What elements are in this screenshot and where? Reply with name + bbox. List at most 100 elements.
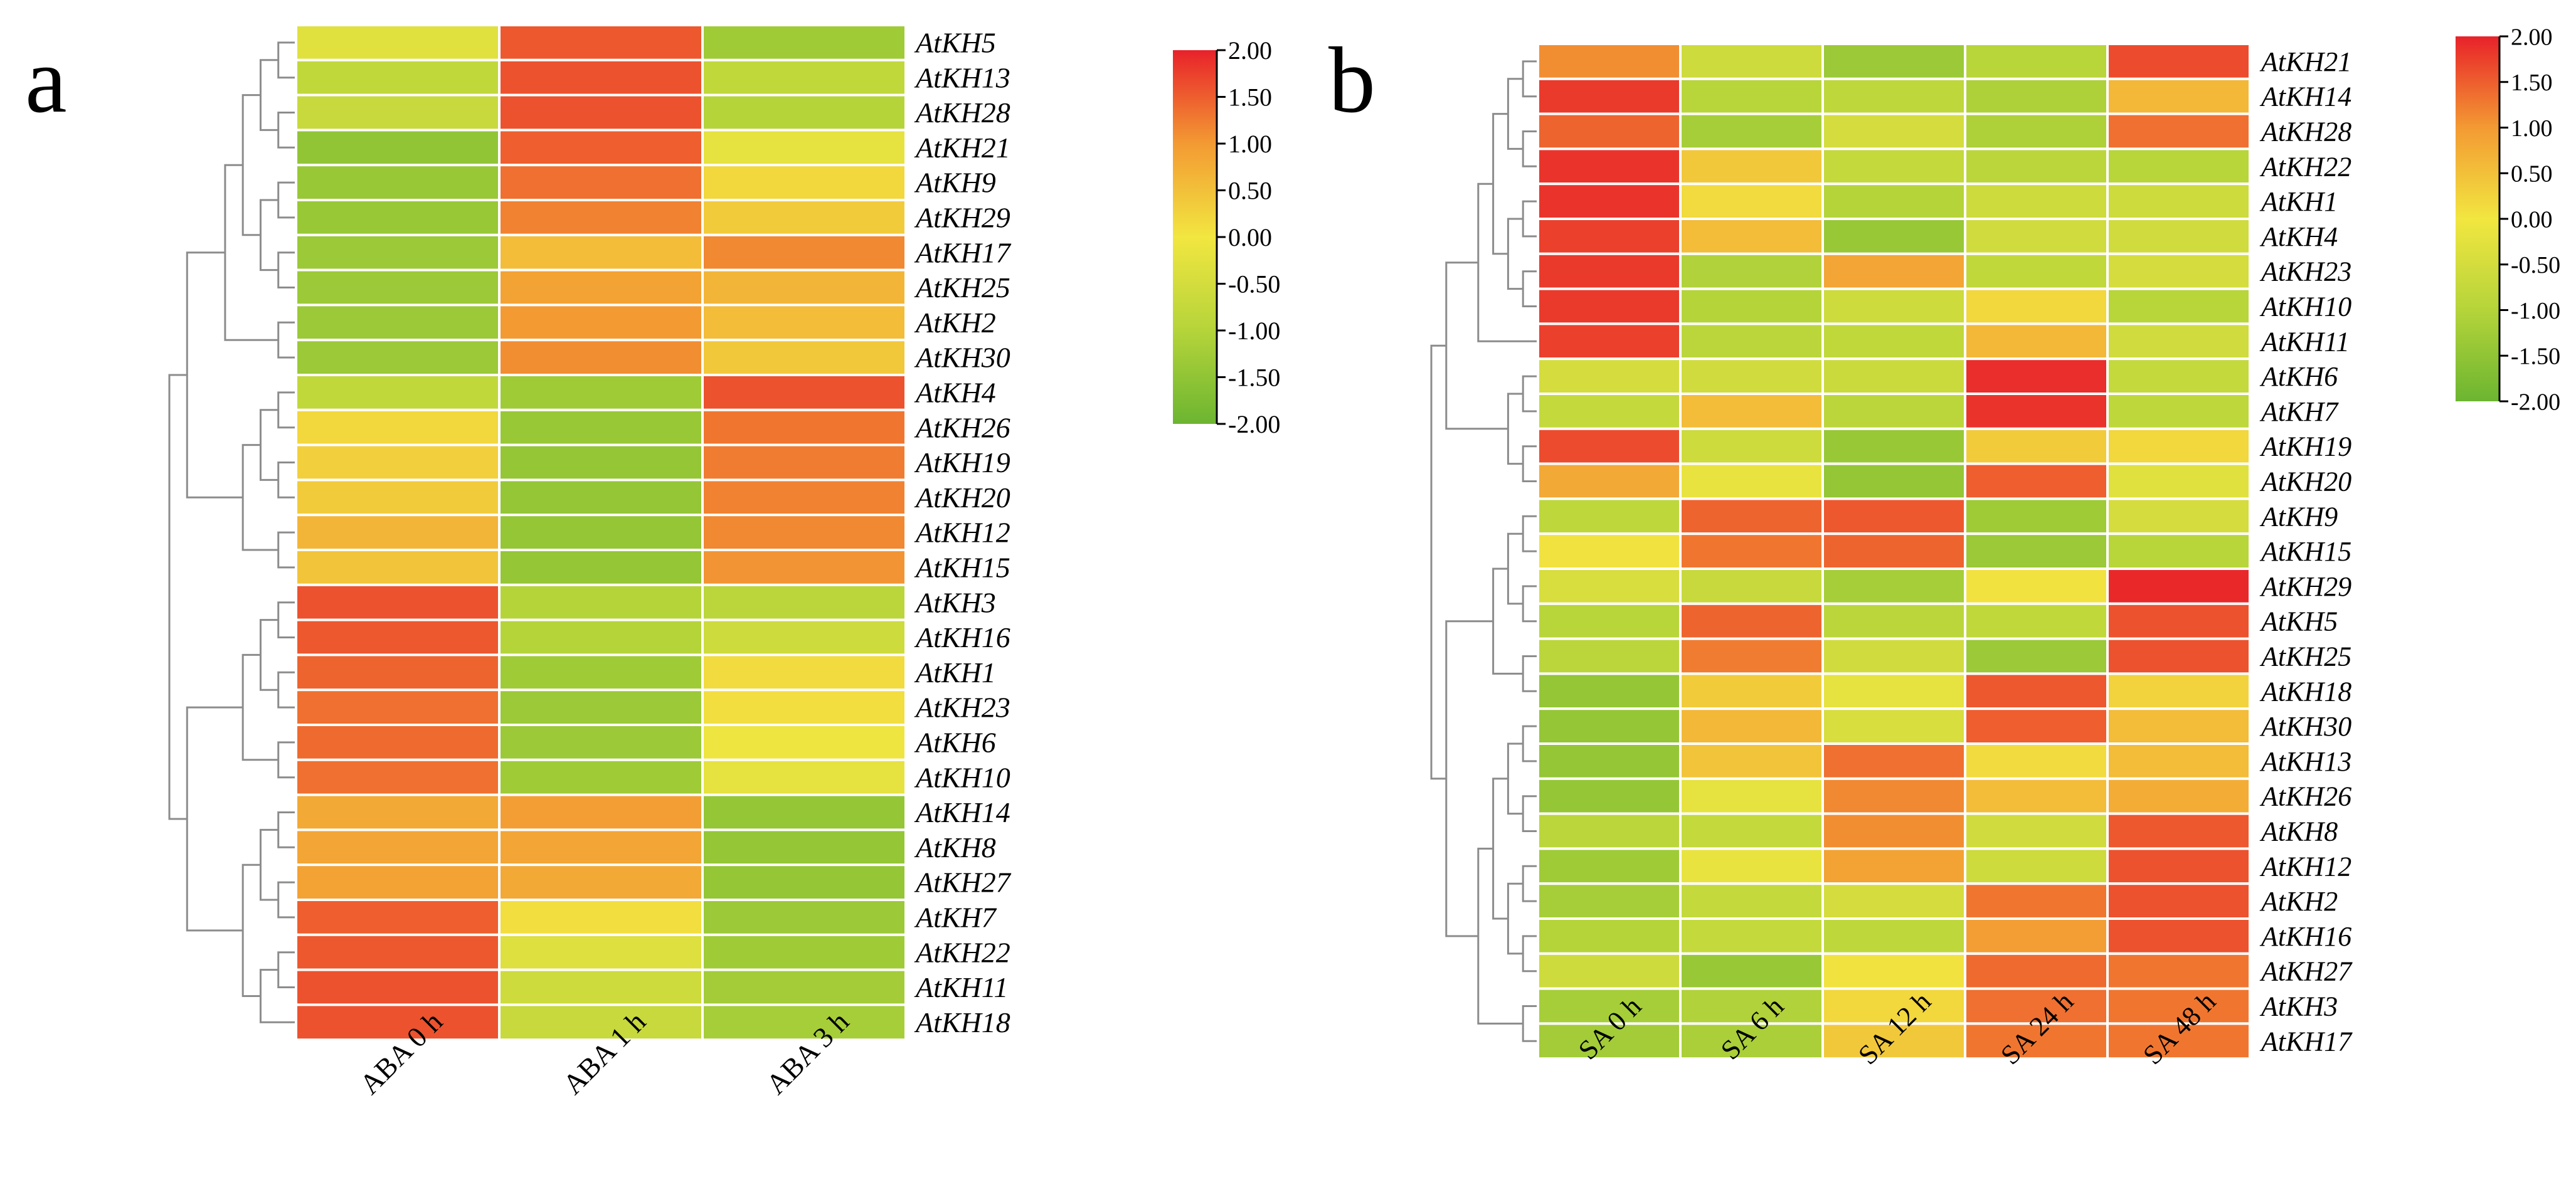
heatmap-cell — [701, 689, 907, 726]
heatmap-cell — [1537, 882, 1682, 920]
heatmap-cell — [295, 408, 501, 446]
heatmap-cell — [1679, 462, 1824, 500]
dendrogram-link — [1522, 585, 1538, 623]
heatmap-cell — [1537, 602, 1682, 640]
heatmap-cell — [1679, 882, 1824, 920]
heatmap-cell — [1537, 742, 1682, 780]
heatmap-cell — [295, 689, 501, 726]
dendrogram-link — [1522, 60, 1538, 98]
row-label: AtKH15 — [914, 552, 1010, 584]
heatmap-cell — [1537, 777, 1682, 815]
row-label: AtKH30 — [914, 342, 1010, 374]
row-label: AtKH2 — [914, 307, 996, 339]
heatmap-cell — [701, 1003, 907, 1042]
colorbar-tick-label: -1.50 — [2511, 344, 2560, 370]
dendrogram-link — [277, 112, 296, 149]
heatmap-cell — [498, 724, 704, 761]
heatmap-cell — [1964, 1022, 2109, 1060]
heatmap-cell — [2106, 147, 2251, 186]
heatmap-cell — [295, 339, 501, 377]
heatmap-cell — [1964, 777, 2109, 815]
dendrogram-link — [1492, 113, 1508, 255]
heatmap-cell — [1537, 77, 1682, 115]
heatmap-cell — [701, 58, 907, 97]
dendrogram-link — [277, 951, 296, 988]
row-label: AtKH18 — [2259, 676, 2351, 707]
heatmap-cell — [295, 758, 501, 796]
heatmap-cell — [498, 129, 704, 167]
heatmap-cell — [1679, 252, 1824, 290]
dendrogram-link — [277, 811, 296, 848]
row-label: AtKH7 — [914, 902, 997, 934]
heatmap-cell — [1821, 637, 1966, 675]
dendrogram-link — [1507, 218, 1524, 290]
heatmap-cell — [2106, 847, 2251, 885]
heatmap-cell — [1537, 672, 1682, 710]
colorbar-tick-label: 2.00 — [2511, 24, 2553, 50]
heatmap-cell — [295, 1003, 501, 1042]
heatmap-cell — [295, 164, 501, 202]
heatmap-cell — [701, 164, 907, 202]
row-label: AtKH1 — [914, 657, 996, 689]
heatmap-cell — [295, 828, 501, 867]
dendrogram-link — [1507, 78, 1524, 150]
colorbar-tick-label: -2.00 — [2511, 389, 2560, 415]
heatmap-cell — [701, 443, 907, 482]
panel-letter-b: b — [1328, 28, 1375, 132]
heatmap-cell — [2106, 497, 2251, 536]
colorbar-tick-label: 1.50 — [1228, 83, 1272, 112]
heatmap-cell — [1964, 847, 2109, 885]
row-label: AtKH26 — [914, 411, 1010, 443]
row-label: AtKH6 — [2259, 361, 2338, 392]
dendrogram-link — [1507, 532, 1524, 605]
heatmap-cell — [1537, 252, 1682, 290]
heatmap-cell — [1537, 322, 1682, 361]
heatmap-cell — [2106, 917, 2251, 955]
colorbar: 2.00 1.50 1.00 0.50 0.00 -0.50 -1.00 -1.50 -2.00 — [1173, 36, 1280, 438]
heatmap-cell — [701, 478, 907, 517]
heatmap-cell — [701, 724, 907, 761]
heatmap-cell — [1679, 707, 1824, 745]
heatmap-cell — [701, 968, 907, 1006]
heatmap-cell — [701, 129, 907, 167]
row-label: AtKH29 — [914, 202, 1010, 234]
heatmap-cell — [701, 793, 907, 831]
heatmap-cell — [701, 408, 907, 446]
heatmap-cell — [1821, 427, 1966, 465]
heatmap-cell — [1821, 987, 1966, 1025]
row-label: AtKH3 — [2259, 991, 2338, 1021]
heatmap-cell — [1964, 322, 2109, 361]
heatmap-cell — [2106, 77, 2251, 115]
row-label: AtKH22 — [2259, 151, 2351, 182]
row-label: AtKH10 — [2259, 291, 2351, 322]
heatmap-cell — [1679, 218, 1824, 255]
dendrogram-link — [1522, 445, 1538, 482]
heatmap-cell — [1537, 147, 1682, 186]
heatmap-cell — [2106, 987, 2251, 1025]
heatmap-cell — [498, 303, 704, 342]
heatmap-cell — [1679, 602, 1824, 640]
heatmap-cell — [295, 793, 501, 831]
row-label: AtKH19 — [2259, 431, 2351, 462]
heatmap-cell — [1821, 847, 1966, 885]
heatmap-cell — [498, 443, 704, 482]
heatmap-cell — [498, 1003, 704, 1042]
heatmap-cell — [1964, 287, 2109, 325]
heatmap-cell — [2106, 357, 2251, 396]
colorbar-tick-label: -0.50 — [1228, 270, 1280, 298]
heatmap-cell — [1964, 672, 2109, 710]
heatmap-cell — [1537, 637, 1682, 675]
heatmap-cell — [1821, 707, 1966, 745]
heatmap-cell — [1537, 497, 1682, 536]
heatmap-cell — [1679, 812, 1824, 850]
dendrogram-link — [1522, 655, 1538, 692]
heatmap-cell — [498, 933, 704, 971]
row-label: AtKH27 — [914, 867, 1012, 899]
heatmap-cell — [2106, 952, 2251, 990]
row-label: AtKH17 — [914, 236, 1012, 268]
heatmap-cell — [1821, 602, 1966, 640]
colorbar: 2.00 1.50 1.00 0.50 0.00 -0.50 -1.00 -1.50 -2.00 — [2456, 24, 2560, 415]
row-label: AtKH5 — [914, 27, 996, 59]
heatmap-cell — [2106, 182, 2251, 221]
